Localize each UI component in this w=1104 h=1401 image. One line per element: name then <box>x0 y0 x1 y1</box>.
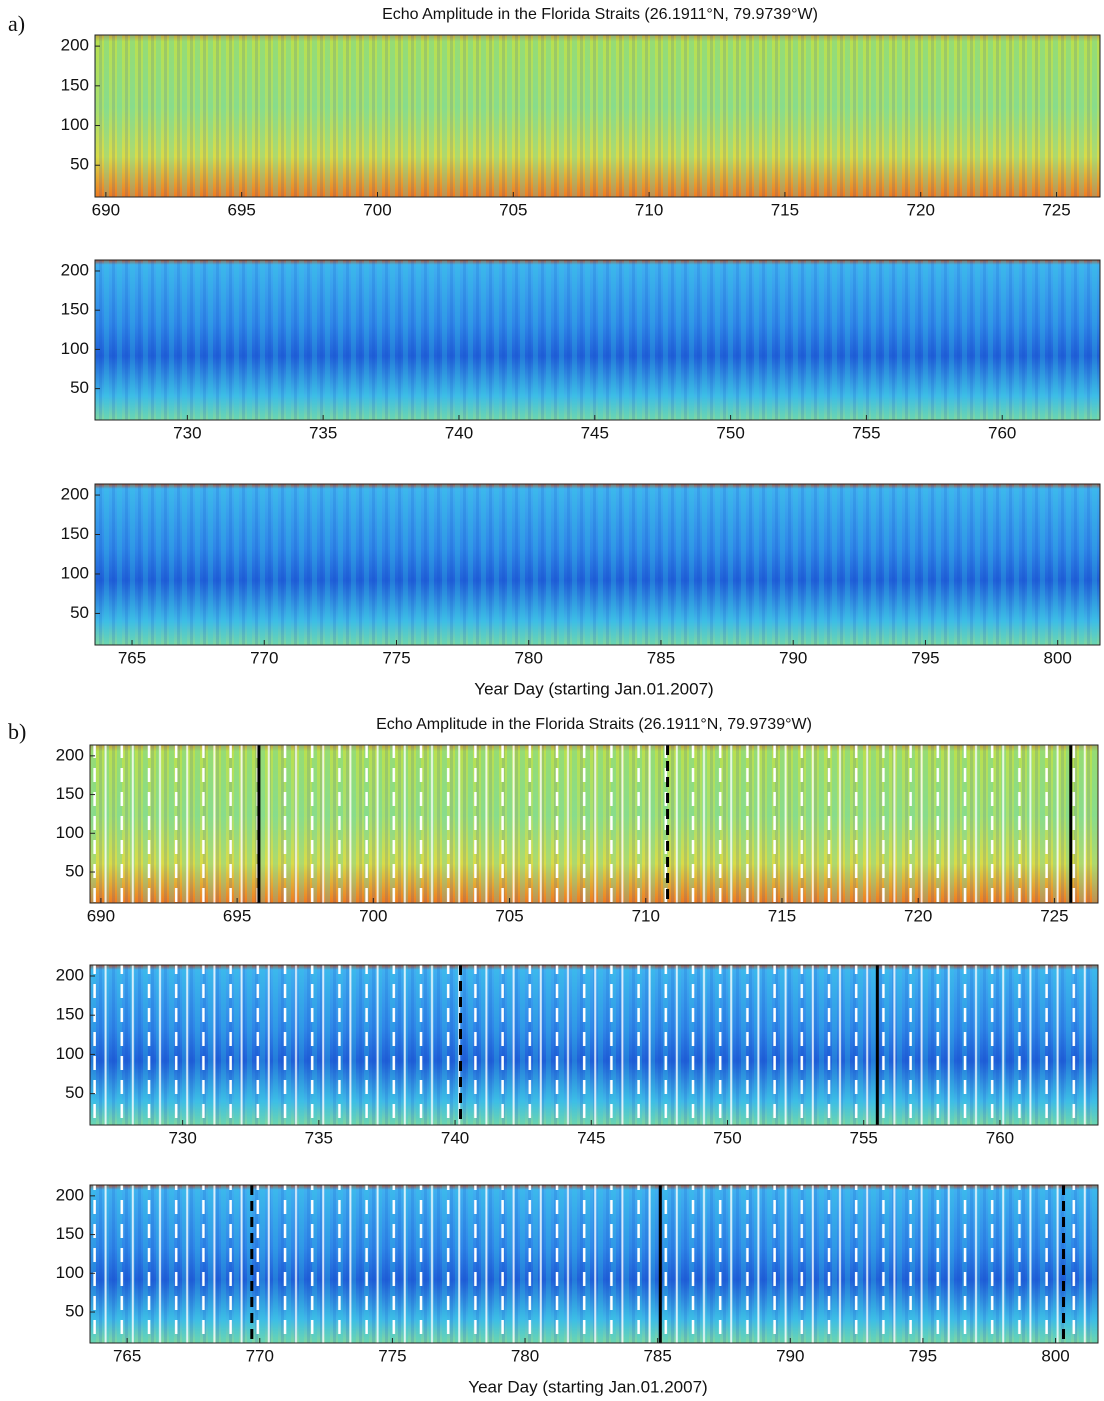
panel-label: a) <box>8 11 25 36</box>
x-tick-label: 760 <box>986 1128 1014 1147</box>
x-tick-label: 770 <box>250 648 278 667</box>
x-tick-label: 735 <box>309 423 337 442</box>
y-tick-label: 150 <box>56 784 84 803</box>
plot-frame <box>94 483 1101 646</box>
plot-frame <box>89 1184 1099 1344</box>
x-tick-label: 705 <box>495 906 523 925</box>
x-tick-label: 720 <box>907 200 935 219</box>
x-tick-label: 790 <box>776 1346 804 1365</box>
x-tick-label: 745 <box>581 423 609 442</box>
y-tick-label: 50 <box>65 1302 84 1321</box>
x-axis-label: Year Day (starting Jan.01.2007) <box>468 1377 707 1396</box>
y-tick-label: 100 <box>61 115 89 134</box>
x-tick-label: 730 <box>168 1128 196 1147</box>
plot-frame <box>94 259 1101 421</box>
y-tick-label: 50 <box>70 378 89 397</box>
chart-title: Echo Amplitude in the Florida Straits (2… <box>382 6 818 23</box>
y-tick-label: 200 <box>56 965 84 984</box>
x-axis-label: Year Day (starting Jan.01.2007) <box>474 679 713 698</box>
y-tick-label: 150 <box>61 524 89 543</box>
day-separators <box>90 965 1098 1125</box>
x-tick-label: 750 <box>716 423 744 442</box>
x-tick-label: 740 <box>445 423 473 442</box>
plot-frame <box>89 964 1099 1126</box>
x-tick-label: 690 <box>92 200 120 219</box>
x-tick-label: 700 <box>363 200 391 219</box>
x-tick-label: 795 <box>911 648 939 667</box>
y-tick-label: 200 <box>56 1185 84 1204</box>
x-tick-label: 695 <box>227 200 255 219</box>
y-tick-label: 150 <box>61 75 89 94</box>
x-tick-label: 725 <box>1042 200 1070 219</box>
y-tick-label: 150 <box>56 1005 84 1024</box>
y-tick-label: 100 <box>56 823 84 842</box>
x-tick-label: 785 <box>647 648 675 667</box>
x-tick-label: 700 <box>359 906 387 925</box>
x-tick-label: 765 <box>113 1346 141 1365</box>
x-tick-label: 695 <box>223 906 251 925</box>
x-tick-label: 710 <box>635 200 663 219</box>
x-tick-label: 800 <box>1041 1346 1069 1365</box>
y-tick-label: 200 <box>61 36 89 55</box>
y-tick-label: 100 <box>61 339 89 358</box>
x-tick-label: 765 <box>118 648 146 667</box>
x-tick-label: 760 <box>988 423 1016 442</box>
x-tick-label: 715 <box>771 200 799 219</box>
y-tick-label: 100 <box>61 563 89 582</box>
y-tick-label: 150 <box>61 300 89 319</box>
x-tick-label: 780 <box>515 648 543 667</box>
x-tick-label: 735 <box>305 1128 333 1147</box>
x-tick-label: 770 <box>246 1346 274 1365</box>
y-tick-label: 50 <box>70 603 89 622</box>
y-tick-label: 50 <box>65 862 84 881</box>
y-tick-label: 200 <box>56 745 84 764</box>
plot-frame <box>89 744 1099 904</box>
panel-label: b) <box>8 719 26 744</box>
y-tick-label: 100 <box>56 1263 84 1282</box>
y-tick-label: 200 <box>61 260 89 279</box>
x-tick-label: 725 <box>1040 906 1068 925</box>
x-tick-label: 750 <box>713 1128 741 1147</box>
x-tick-label: 775 <box>378 1346 406 1365</box>
x-tick-label: 780 <box>511 1346 539 1365</box>
heatmap-texture <box>95 35 1100 197</box>
x-tick-label: 730 <box>173 423 201 442</box>
x-tick-label: 775 <box>382 648 410 667</box>
x-tick-label: 710 <box>632 906 660 925</box>
x-tick-label: 740 <box>441 1128 469 1147</box>
chart-title: Echo Amplitude in the Florida Straits (2… <box>376 716 812 733</box>
x-tick-label: 720 <box>904 906 932 925</box>
x-tick-label: 755 <box>852 423 880 442</box>
x-tick-label: 715 <box>768 906 796 925</box>
x-tick-label: 785 <box>643 1346 671 1365</box>
day-separators <box>90 1185 1098 1343</box>
x-tick-label: 800 <box>1043 648 1071 667</box>
x-tick-label: 745 <box>577 1128 605 1147</box>
x-tick-label: 690 <box>87 906 115 925</box>
y-tick-label: 100 <box>56 1044 84 1063</box>
x-tick-label: 790 <box>779 648 807 667</box>
x-tick-label: 755 <box>850 1128 878 1147</box>
y-tick-label: 50 <box>70 155 89 174</box>
x-tick-label: 705 <box>499 200 527 219</box>
heatmap-texture <box>95 484 1100 645</box>
y-tick-label: 150 <box>56 1224 84 1243</box>
y-tick-label: 200 <box>61 485 89 504</box>
day-separators <box>90 745 1098 903</box>
plot-frame <box>94 34 1101 198</box>
x-tick-label: 795 <box>909 1346 937 1365</box>
y-tick-label: 50 <box>65 1083 84 1102</box>
heatmap-texture <box>95 260 1100 420</box>
